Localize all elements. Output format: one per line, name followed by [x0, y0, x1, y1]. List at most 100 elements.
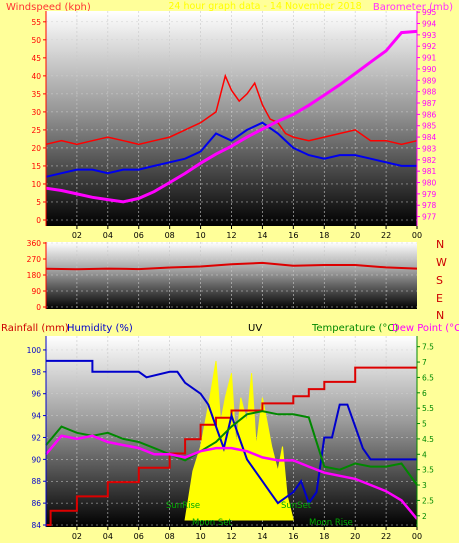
wind-barometer-panel: 0 5 10 15 20 25 30 35 40 45 50 55 977 978 979 980 981 98…	[31, 8, 436, 240]
y-tick-label: 10	[31, 180, 41, 189]
y-tick-label: 3.5	[422, 466, 434, 475]
compass-n-bottom: N	[436, 309, 444, 322]
x-tick-label: 10	[195, 532, 205, 541]
x-tick-label: 00	[412, 231, 422, 240]
panel1-x-axis: 02 04 06 08 10 12 14 16 18 20 22 00	[72, 226, 422, 240]
x-tick-label: 16	[288, 532, 298, 541]
rainfall-line	[46, 366, 417, 526]
y-tick-label: 40	[31, 72, 41, 81]
panel2-left-axis: 0 90 180 270 360	[27, 239, 46, 312]
x-tick-label: 00	[412, 532, 422, 541]
panel1-background	[46, 11, 417, 226]
moonrise-annotation: Moon Rise	[309, 518, 353, 528]
y-tick-label: 90	[31, 455, 41, 464]
y-tick-label: 98	[31, 368, 41, 377]
y-tick-label: 84	[31, 521, 41, 530]
y-tick-label: 985	[422, 122, 437, 131]
y-tick-label: 4.5	[422, 435, 434, 444]
compass-e: E	[436, 292, 443, 305]
temperature-line	[45, 410, 418, 486]
sunset-annotation: SunSet	[281, 501, 312, 511]
y-tick-label: 94	[31, 412, 41, 421]
panel1-right-axis: 977 978 979 980 981 982 983 984 985 986 987 988 989 9…	[417, 8, 437, 222]
x-tick-label: 12	[226, 532, 236, 541]
compass-s: S	[436, 274, 443, 287]
y-tick-label: 180	[27, 271, 42, 280]
y-tick-label: 982	[422, 156, 437, 165]
y-tick-label: 90	[31, 287, 41, 296]
humidity-line	[46, 359, 417, 506]
y-tick-label: 6	[422, 389, 427, 398]
x-tick-label: 12	[226, 231, 236, 240]
y-tick-label: 987	[422, 99, 437, 108]
y-tick-label: 96	[31, 390, 41, 399]
humidity-label: Humidity (%)	[67, 323, 133, 334]
y-tick-label: 0	[36, 216, 41, 225]
x-tick-label: 06	[134, 231, 144, 240]
x-tick-label: 22	[381, 532, 391, 541]
y-tick-label: 360	[27, 239, 42, 248]
y-tick-label: 977	[422, 213, 437, 222]
y-tick-label: 986	[422, 110, 437, 119]
panel3-right-axis: 2 2.5 3 3.5 4 4.5 5 5.5 6 6.5 7 7.5	[417, 343, 434, 521]
y-tick-label: 7	[422, 358, 427, 367]
y-tick-label: 990	[422, 65, 437, 74]
y-tick-label: 4	[422, 450, 427, 459]
x-tick-label: 02	[72, 532, 82, 541]
rainfall-label: Rainfall (mm)	[1, 323, 69, 334]
y-tick-label: 25	[31, 126, 41, 135]
y-tick-label: 5	[422, 420, 427, 429]
y-tick-label: 30	[31, 108, 41, 117]
chart-title: 24 hour graph data - 14 November 2018	[168, 1, 361, 12]
temperature-label: Temperature (°C)	[311, 323, 398, 334]
y-tick-label: 988	[422, 88, 437, 97]
y-tick-label: 100	[27, 346, 42, 355]
x-tick-label: 18	[319, 231, 329, 240]
x-tick-label: 22	[381, 231, 391, 240]
uv-label: UV	[248, 323, 262, 334]
y-tick-label: 7.5	[422, 343, 434, 352]
x-tick-label: 06	[134, 532, 144, 541]
panel3-x-axis: 02 04 06 08 10 12 14 16 18 20 22 00	[72, 527, 422, 541]
y-tick-label: 993	[422, 31, 437, 40]
x-tick-label: 14	[257, 532, 267, 541]
x-tick-label: 04	[103, 231, 113, 240]
x-tick-label: 10	[195, 231, 205, 240]
y-tick-label: 989	[422, 76, 437, 85]
wind-direction-panel: 0 90 180 270 360	[27, 239, 418, 312]
y-tick-label: 55	[31, 18, 41, 27]
sunrise-annotation: SunRise	[166, 501, 200, 511]
panel2-gridlines	[46, 242, 417, 309]
y-tick-label: 991	[422, 54, 437, 63]
y-tick-label: 92	[31, 433, 41, 442]
y-tick-label: 2.5	[422, 496, 434, 505]
y-tick-label: 995	[422, 8, 437, 17]
x-tick-label: 18	[319, 532, 329, 541]
dewpoint-label: Dew Point (°C)	[392, 323, 459, 334]
rain-humidity-temp-panel: 84 86 88 90 92 94 96 98 100 2 2.5 3 3.5 4 4.5 5 5.5 6 6.5…	[27, 336, 434, 541]
y-tick-label: 3	[422, 481, 427, 490]
windspeed-label: Windspeed (kph)	[6, 2, 91, 13]
y-tick-label: 270	[27, 255, 42, 264]
y-tick-label: 6.5	[422, 373, 434, 382]
x-tick-label: 16	[288, 231, 298, 240]
x-tick-label: 02	[72, 231, 82, 240]
x-tick-label: 20	[350, 532, 360, 541]
y-tick-label: 994	[422, 19, 437, 28]
panel1-gridlines	[46, 11, 417, 226]
compass-n-top: N	[436, 238, 444, 251]
y-tick-label: 979	[422, 190, 437, 199]
y-tick-label: 45	[31, 54, 41, 63]
y-tick-label: 20	[31, 144, 41, 153]
wind-gust-line	[45, 73, 418, 146]
x-tick-label: 08	[165, 532, 175, 541]
y-tick-label: 984	[422, 133, 437, 142]
barometer-label: Barometer (mb)	[373, 2, 453, 13]
x-tick-label: 08	[165, 231, 175, 240]
y-tick-label: 992	[422, 42, 437, 51]
y-tick-label: 0	[36, 303, 41, 312]
y-tick-label: 88	[31, 477, 41, 486]
y-tick-label: 35	[31, 90, 41, 99]
dewpoint-line	[45, 434, 418, 520]
